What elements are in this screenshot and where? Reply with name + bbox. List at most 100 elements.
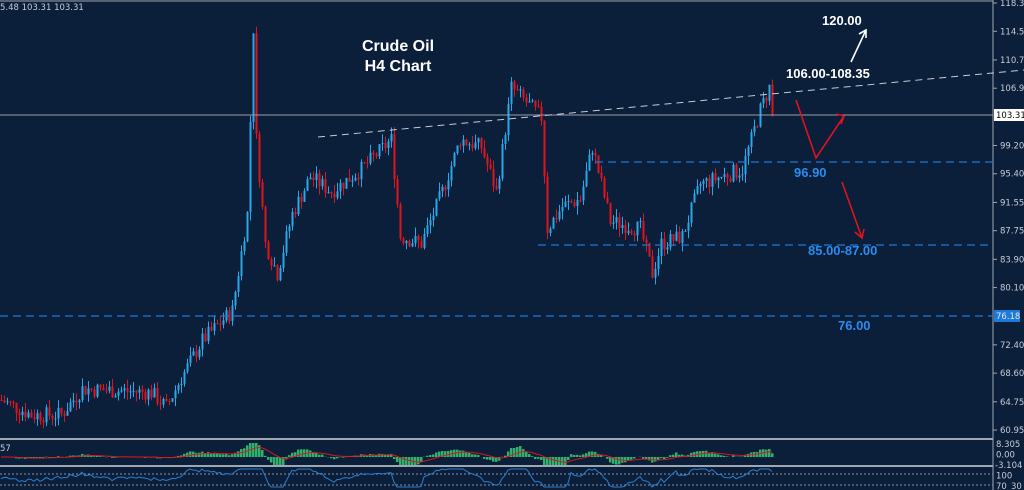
histogram-bar [342,457,345,458]
candle-body [213,323,216,331]
candle-body [480,138,483,149]
histogram-bar [417,457,420,465]
candle-body [228,310,231,321]
candle-body [411,243,414,247]
histogram-bar [312,452,315,457]
candle-body [492,168,495,187]
candle-body [618,217,621,228]
ind1-tick: 0.00 [996,451,1015,461]
candle-body [636,221,639,236]
y-tick-label: 114.55 [1000,27,1024,37]
histogram-bar [594,451,597,457]
histogram-bar [432,454,435,457]
candle-body [531,100,534,102]
candle-body [216,323,219,325]
histogram-bar [666,457,669,458]
y-tick-label: 110.70 [1000,56,1024,66]
candle-body [165,398,168,401]
candle-body [600,172,603,179]
candle-body [714,173,717,181]
candle-body [696,186,699,194]
candle-body [498,178,501,189]
histogram-bar [336,457,339,459]
candle-body [687,222,690,231]
candle-body [450,166,453,181]
candle-body [642,220,645,240]
candle-body [378,144,381,157]
red-arrow-down-up [795,99,845,160]
histogram-bar [540,457,543,460]
histogram-bar [576,454,579,457]
candle-body [768,84,771,101]
histogram-bar [612,457,615,464]
candle-body [141,389,144,392]
candle-body [303,190,306,202]
histogram-bar [771,453,774,457]
ind2-tick: 30 [1011,482,1022,490]
candle-body [525,97,528,103]
histogram-bar [648,457,651,461]
histogram-bar [258,445,261,457]
histogram-bar [402,457,405,465]
histogram-bar [723,455,726,457]
candle-body [129,391,132,393]
candle-body [570,201,573,203]
candle-body [447,180,450,190]
candle-body [660,238,663,257]
candle-body [39,413,42,421]
candle-body [93,389,96,397]
histogram-bar [600,454,603,457]
histogram-bar [690,452,693,457]
histogram-bar [609,457,612,463]
candle-body [75,400,78,403]
histogram-bar [114,457,117,458]
candle-body [51,415,54,419]
candle-body [288,226,291,232]
candle-body [684,230,687,232]
histogram-bar [561,457,564,465]
candle-body [663,238,666,250]
support-label-2: 85.00-87.00 [808,243,878,258]
candle-body [732,164,735,182]
candle-body [306,179,309,191]
histogram-bar [462,450,465,457]
candle-body [342,182,345,189]
histogram-bar [660,457,663,459]
candle-body [723,174,726,178]
histogram-bar [504,455,507,457]
histogram-bar [588,451,591,457]
candle-body [189,355,192,364]
candle-body [66,411,69,416]
histogram-bar [186,452,189,457]
histogram-bar [399,457,402,465]
candle-body [195,351,198,358]
candle-body [9,401,12,403]
level-tag [994,310,1020,322]
histogram-bar [615,457,618,465]
histogram-bar [519,446,522,457]
resistance-label: 106.00-108.35 [786,66,870,81]
candle-body [57,407,60,419]
y-tick-label: 60.95 [1000,426,1024,436]
histogram-bar [291,452,294,457]
candle-body [249,122,252,212]
y-tick-label: 68.60 [1000,369,1024,379]
candle-body [300,196,303,202]
candle-body [36,413,39,420]
candle-body [672,234,675,241]
candle-body [486,157,489,165]
histogram-bar [525,451,528,457]
histogram-bar [225,453,228,457]
candle-body [438,191,441,199]
histogram-bar [528,454,531,457]
candle-body [270,259,273,266]
histogram-bar [96,455,99,457]
histogram-bar [333,457,336,460]
candle-body [363,161,366,163]
candle-body [771,84,774,115]
y-tick-label: 80.10 [1000,284,1024,294]
candle-body [177,385,180,391]
y-tick-label: 99.20 [1000,141,1024,151]
histogram-bar [522,449,525,457]
histogram-bar [252,443,255,457]
